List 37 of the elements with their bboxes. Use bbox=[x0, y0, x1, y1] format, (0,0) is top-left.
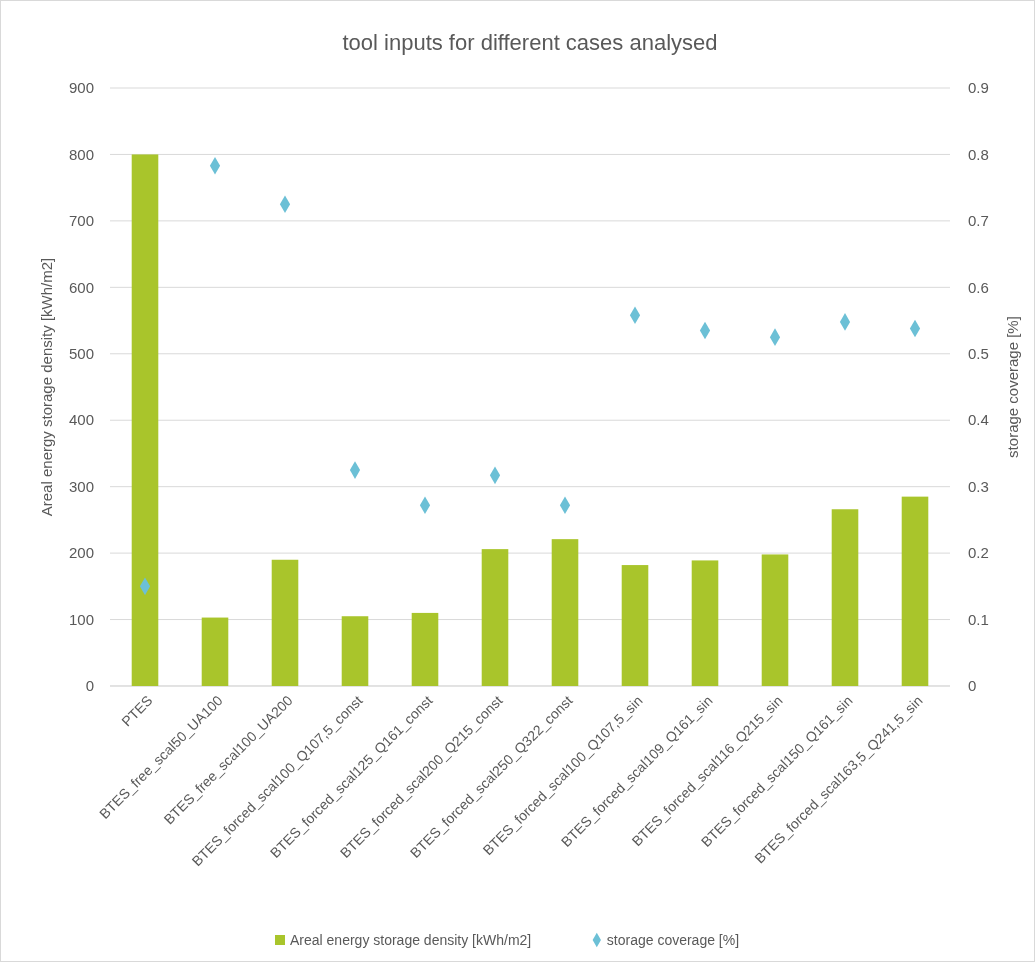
legend-label: Areal energy storage density [kWh/m2] bbox=[290, 931, 532, 948]
y2-tick-label: 0.9 bbox=[968, 79, 989, 97]
bar bbox=[621, 565, 649, 686]
bar bbox=[901, 496, 929, 686]
y-tick-label: 800 bbox=[68, 145, 94, 163]
bar bbox=[201, 617, 229, 686]
bar bbox=[271, 559, 299, 686]
y2-tick-label: 0.6 bbox=[968, 278, 989, 296]
y2-tick-label: 0.4 bbox=[968, 411, 989, 429]
bar bbox=[341, 616, 369, 686]
y2-tick-label: 0.2 bbox=[968, 544, 989, 562]
y-tick-label: 700 bbox=[68, 212, 94, 230]
y-tick-label: 200 bbox=[68, 544, 94, 562]
y-tick-label: 500 bbox=[68, 345, 94, 363]
bar bbox=[131, 154, 159, 686]
y2-tick-label: 0.8 bbox=[968, 145, 989, 163]
y-tick-label: 100 bbox=[68, 610, 94, 628]
y2-axis-title: storage coverage [%] bbox=[1004, 316, 1021, 458]
bar bbox=[411, 612, 439, 686]
y-tick-label: 0 bbox=[85, 677, 94, 695]
legend-label: storage coverage [%] bbox=[606, 931, 740, 948]
bar bbox=[481, 549, 509, 686]
chart-title: tool inputs for different cases analysed bbox=[342, 30, 718, 55]
bar bbox=[831, 509, 859, 686]
y2-tick-label: 0.7 bbox=[968, 212, 989, 230]
y-tick-label: 300 bbox=[68, 477, 94, 495]
bar bbox=[691, 560, 719, 686]
y-tick-label: 600 bbox=[68, 278, 94, 296]
bar bbox=[551, 539, 579, 686]
y-tick-label: 900 bbox=[68, 79, 94, 97]
y-axis-title: Areal energy storage density [kWh/m2] bbox=[38, 257, 55, 517]
y2-tick-label: 0 bbox=[968, 677, 977, 695]
y2-tick-label: 0.3 bbox=[968, 477, 989, 495]
bar bbox=[761, 554, 789, 686]
y2-tick-label: 0.1 bbox=[968, 610, 989, 628]
y2-tick-label: 0.5 bbox=[968, 345, 989, 363]
y-tick-label: 400 bbox=[68, 411, 94, 429]
